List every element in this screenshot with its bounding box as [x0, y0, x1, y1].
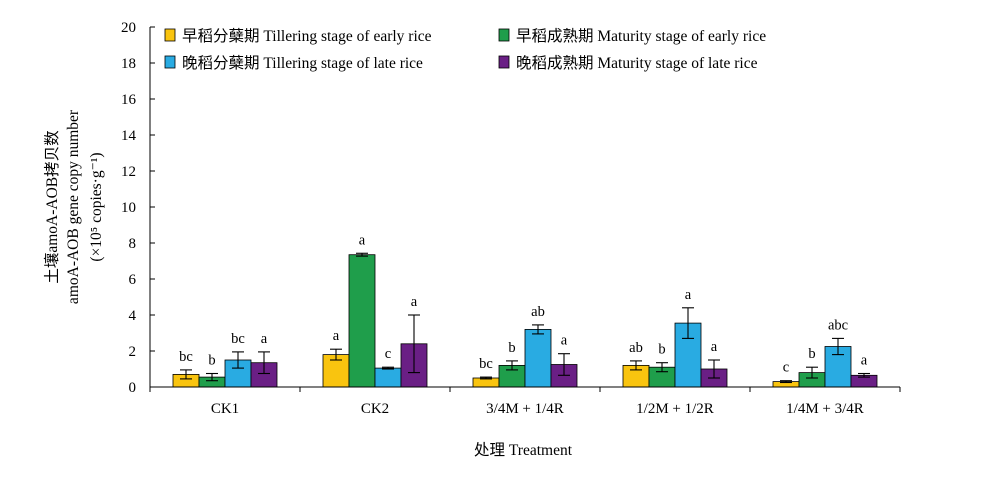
- significance-label: ab: [531, 304, 545, 320]
- significance-label: bc: [179, 349, 193, 365]
- y-tick-label: 12: [121, 164, 136, 180]
- error-bars: [180, 252, 870, 384]
- legend-label: 早稻成熟期 Maturity stage of early rice: [516, 27, 766, 45]
- significance-label: a: [711, 339, 718, 355]
- x-tick-label: 1/2M + 1/2R: [636, 401, 714, 417]
- y-tick-label: 0: [129, 380, 137, 396]
- y-tick-label: 14: [121, 128, 137, 144]
- bar: [524, 328, 552, 388]
- y-tick-label: 8: [129, 236, 137, 252]
- x-tick-label: 1/4M + 3/4R: [786, 401, 864, 417]
- x-tick-label: CK2: [361, 401, 389, 417]
- significance-label: b: [208, 353, 215, 369]
- legend-swatch: [164, 55, 176, 69]
- significance-label: a: [411, 294, 418, 310]
- y-tick-label: 18: [121, 56, 136, 72]
- significance-label: a: [861, 353, 868, 369]
- significance-label: c: [385, 346, 391, 362]
- y-axis-label-line: amoA-AOB gene copy number: [65, 109, 82, 304]
- y-axis-label: 土壤amoA-AOB拷贝数 amoA-AOB gene copy number (×…: [42, 109, 105, 304]
- significance-label: abc: [828, 317, 848, 333]
- x-tick-labels: CK1 CK2 3/4M + 1/4R 1/2M + 1/2R 1/4M + 3/4R: [211, 401, 864, 417]
- significance-label: c: [783, 360, 789, 376]
- significance-label: bc: [231, 331, 245, 347]
- legend-swatch: [498, 28, 510, 42]
- y-axis-label-line: (×10⁵ copies·g⁻¹): [88, 152, 105, 261]
- bar: [348, 254, 376, 388]
- significance-label: b: [658, 342, 665, 358]
- x-axis-label: 处理 Treatment: [474, 441, 573, 459]
- axes: [149, 26, 901, 392]
- y-tick-labels: 0 2 4 6 8 10 12 14 16 18 20: [121, 20, 137, 396]
- significance-label: a: [561, 333, 568, 349]
- legend-label: 晚稻分蘖期 Tillering stage of late rice: [182, 54, 423, 72]
- significance-label: ab: [629, 340, 643, 356]
- significance-label: a: [261, 331, 268, 347]
- y-tick-label: 2: [129, 344, 137, 360]
- significance-label: bc: [479, 356, 493, 372]
- significance-label: b: [808, 346, 815, 362]
- significance-label: a: [333, 328, 340, 344]
- y-tick-label: 20: [121, 20, 136, 36]
- y-tick-label: 4: [129, 308, 137, 324]
- significance-label: a: [359, 232, 366, 248]
- y-tick-label: 10: [121, 200, 136, 216]
- y-tick-label: 6: [129, 272, 137, 288]
- legend: 早稻分蘖期 Tillering stage of early rice 早稻成熟期…: [164, 27, 766, 72]
- y-tick-label: 16: [121, 92, 137, 108]
- bar: [374, 367, 402, 388]
- x-tick-label: CK1: [211, 401, 239, 417]
- significance-label: a: [685, 287, 692, 303]
- significance-label: b: [508, 340, 515, 356]
- bars: [172, 254, 878, 388]
- y-axis-label-line: 土壤amoA-AOB拷贝数: [42, 130, 61, 284]
- legend-label: 晚稻成熟期 Maturity stage of late rice: [516, 54, 758, 72]
- legend-swatch: [164, 28, 176, 42]
- x-tick-label: 3/4M + 1/4R: [486, 401, 564, 417]
- legend-swatch: [498, 55, 510, 69]
- legend-label: 早稻分蘖期 Tillering stage of early rice: [182, 27, 432, 45]
